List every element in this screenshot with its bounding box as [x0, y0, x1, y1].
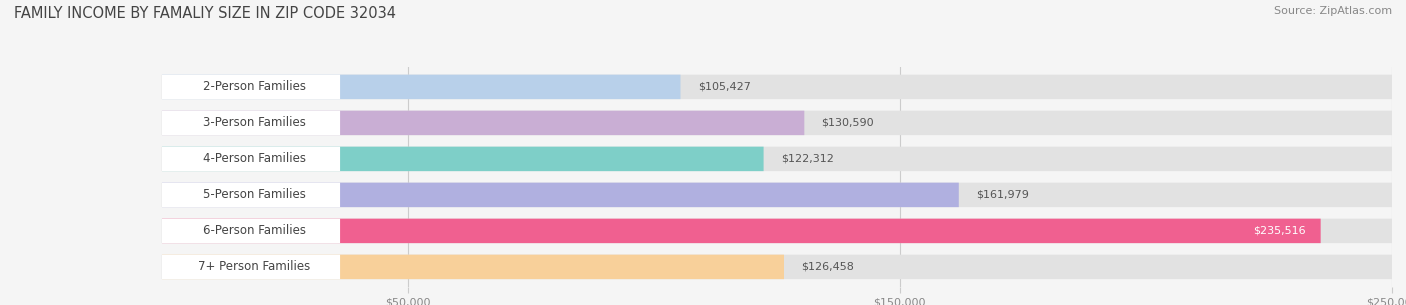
FancyBboxPatch shape	[162, 255, 785, 279]
FancyBboxPatch shape	[162, 147, 1392, 171]
FancyBboxPatch shape	[162, 75, 681, 99]
FancyBboxPatch shape	[162, 219, 1392, 243]
FancyBboxPatch shape	[162, 111, 1392, 135]
Text: FAMILY INCOME BY FAMALIY SIZE IN ZIP CODE 32034: FAMILY INCOME BY FAMALIY SIZE IN ZIP COD…	[14, 6, 396, 21]
Text: Source: ZipAtlas.com: Source: ZipAtlas.com	[1274, 6, 1392, 16]
Text: $122,312: $122,312	[780, 154, 834, 164]
FancyBboxPatch shape	[162, 147, 340, 171]
FancyBboxPatch shape	[162, 147, 763, 171]
FancyBboxPatch shape	[162, 219, 1320, 243]
Text: $235,516: $235,516	[1253, 226, 1306, 236]
Text: 5-Person Families: 5-Person Families	[202, 188, 307, 201]
Text: 7+ Person Families: 7+ Person Families	[198, 260, 311, 273]
Text: 6-Person Families: 6-Person Families	[202, 224, 307, 237]
FancyBboxPatch shape	[162, 255, 340, 279]
FancyBboxPatch shape	[162, 183, 959, 207]
FancyBboxPatch shape	[162, 75, 1392, 99]
Text: 4-Person Families: 4-Person Families	[202, 152, 307, 165]
FancyBboxPatch shape	[162, 111, 340, 135]
FancyBboxPatch shape	[162, 255, 1392, 279]
FancyBboxPatch shape	[162, 183, 1392, 207]
Text: 3-Person Families: 3-Person Families	[202, 117, 307, 129]
FancyBboxPatch shape	[162, 111, 804, 135]
FancyBboxPatch shape	[162, 75, 340, 99]
Text: $130,590: $130,590	[821, 118, 875, 128]
Text: $105,427: $105,427	[697, 82, 751, 92]
FancyBboxPatch shape	[162, 219, 340, 243]
Text: 2-Person Families: 2-Person Families	[202, 81, 307, 93]
Text: $126,458: $126,458	[801, 262, 853, 272]
Text: $161,979: $161,979	[976, 190, 1029, 200]
FancyBboxPatch shape	[162, 183, 340, 207]
